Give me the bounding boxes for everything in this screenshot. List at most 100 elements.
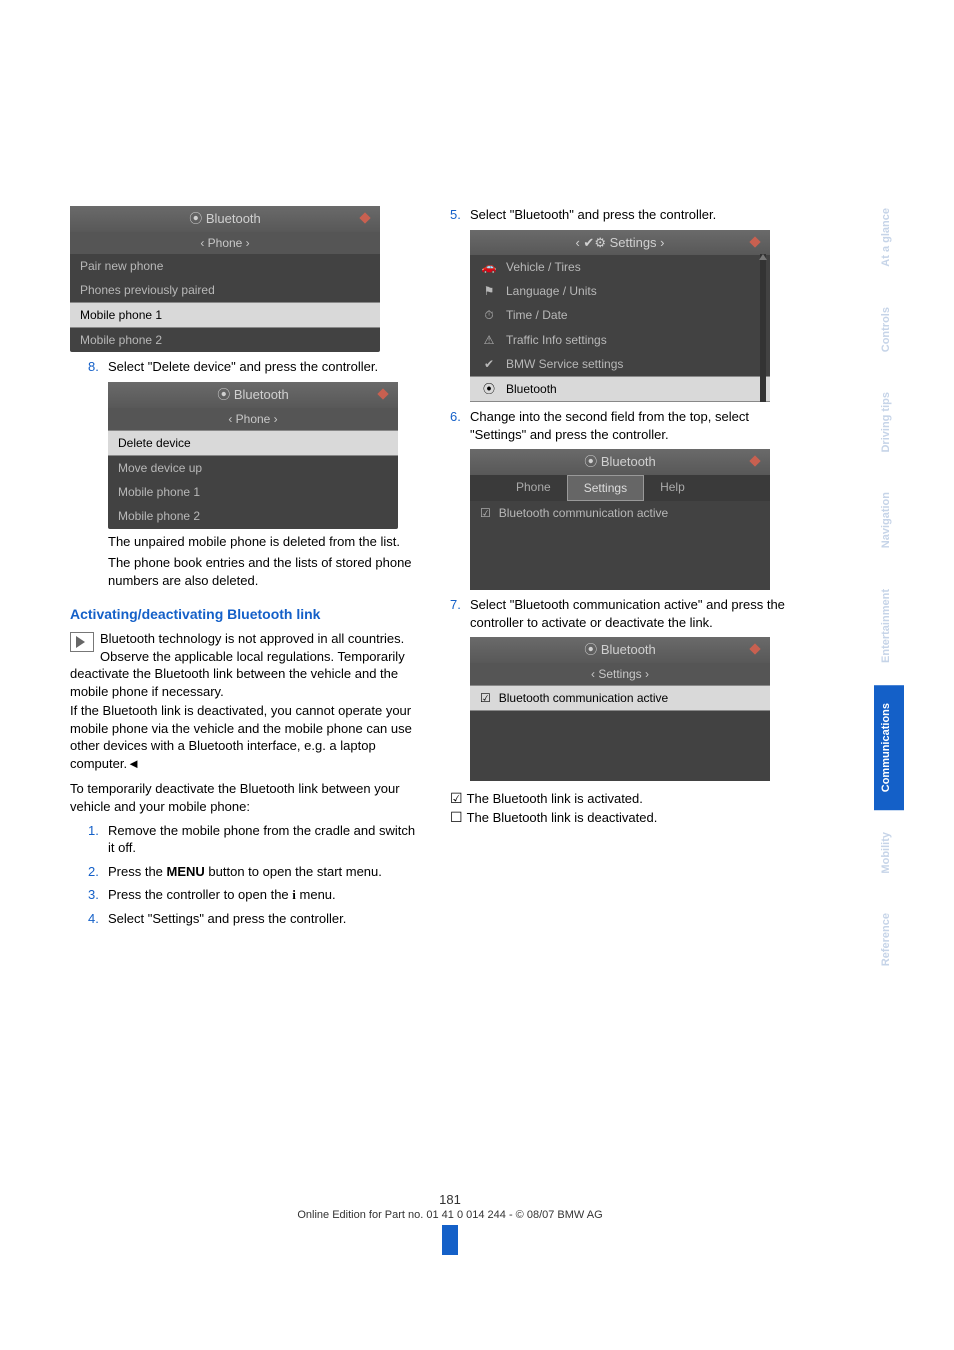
screen-row: ✔ BMW Service settings: [470, 352, 770, 376]
screen-title: ‹ ✔⚙ Settings ›: [575, 235, 664, 250]
button-label: MENU: [167, 864, 205, 879]
step-number: 5.: [450, 206, 470, 224]
step-number: 7.: [450, 596, 470, 631]
bt-icon: ⦿: [217, 387, 230, 402]
screen-subbar: ‹ Phone ›: [70, 232, 380, 254]
footer-line: Online Edition for Part no. 01 41 0 014 …: [100, 1209, 800, 1221]
paragraph: The unpaired mobile phone is deleted fro…: [108, 533, 420, 551]
note-text: Bluetooth technology is not approved in …: [70, 631, 405, 699]
step: 3. Press the controller to open the i me…: [88, 886, 420, 904]
step: 5. Select "Bluetooth" and press the cont…: [450, 206, 800, 224]
footer-bar: [442, 1225, 458, 1255]
screen-title: Bluetooth: [234, 387, 289, 402]
unchecked-icon: [450, 810, 467, 825]
screen-title: Bluetooth: [601, 642, 656, 657]
flag-icon: ⚑: [480, 283, 498, 299]
row-label: Vehicle / Tires: [506, 259, 581, 275]
step-text: Select "Delete device" and press the con…: [108, 358, 420, 376]
text: Press the: [108, 864, 167, 879]
row-label: Traffic Info settings: [506, 332, 607, 348]
step-number: 3.: [88, 886, 108, 904]
screen-subbar: ‹ Settings ›: [470, 663, 770, 685]
screen-title: Bluetooth: [206, 211, 261, 226]
idrive-screenshot: ⦿ Bluetooth ‹ Settings › ☑ Bluetooth com…: [470, 637, 800, 781]
screen-row: Mobile phone 2: [70, 328, 380, 352]
tab-help: Help: [644, 475, 701, 501]
tab-settings: Settings: [567, 475, 644, 501]
bt-icon: ⦿: [480, 381, 498, 397]
side-tab-communications[interactable]: Communications: [874, 685, 904, 810]
screen-row-selected: Mobile phone 1: [70, 302, 380, 328]
bt-icon: ⦿: [584, 642, 597, 657]
step: 6. Change into the second field from the…: [450, 408, 800, 443]
step-text: Remove the mobile phone from the cradle …: [108, 822, 420, 857]
left-column: ⦿ Bluetooth ‹ Phone › Pair new phone Pho…: [70, 200, 420, 933]
diamond-icon: [748, 454, 762, 468]
step-number: 1.: [88, 822, 108, 857]
side-tab-mobility[interactable]: Mobility: [874, 814, 904, 892]
idrive-screenshot: ⦿ Bluetooth ‹ Phone › Pair new phone Pho…: [70, 206, 420, 352]
row-label: Bluetooth communication active: [499, 505, 668, 521]
screen-row: Pair new phone: [70, 254, 380, 278]
service-icon: ✔: [480, 356, 498, 372]
side-tab-driving-tips[interactable]: Driving tips: [874, 374, 904, 471]
vehicle-icon: 🚗: [480, 259, 498, 275]
row-label: Bluetooth: [506, 381, 557, 397]
page: ⦿ Bluetooth ‹ Phone › Pair new phone Pho…: [0, 0, 954, 1350]
side-tab-reference[interactable]: Reference: [874, 895, 904, 984]
screen-row: ☑ Bluetooth communication active: [470, 501, 770, 525]
legend-item: The Bluetooth link is activated.: [450, 789, 800, 808]
blank-area: [470, 711, 770, 781]
step-number: 4.: [88, 910, 108, 928]
side-tab-entertainment[interactable]: Entertainment: [874, 571, 904, 681]
row-label: BMW Service settings: [506, 356, 623, 372]
note-block: Bluetooth technology is not approved in …: [70, 630, 420, 700]
screen-row-selected: ☑ Bluetooth communication active: [470, 685, 770, 711]
paragraph: The phone book entries and the lists of …: [108, 554, 420, 589]
legend-item: The Bluetooth link is deactivated.: [450, 808, 800, 827]
text: menu.: [296, 887, 336, 902]
idrive-screenshot: ‹ ✔⚙ Settings › 🚗 Vehicle / Tires ⚑ Langua…: [470, 230, 800, 403]
screen-subbar: ‹ Phone ›: [108, 408, 398, 430]
step-number: 8.: [88, 358, 108, 376]
text: button to open the start menu.: [205, 864, 382, 879]
step: 7. Select "Bluetooth communication activ…: [450, 596, 800, 631]
screen-row-selected: Delete device: [108, 430, 398, 456]
step-number: 2.: [88, 863, 108, 881]
step-text: Change into the second field from the to…: [470, 408, 800, 443]
side-tab-navigation[interactable]: Navigation: [874, 474, 904, 566]
checkbox-icon: ☑: [480, 690, 491, 706]
right-column: 5. Select "Bluetooth" and press the cont…: [450, 200, 800, 933]
screen-row: 🚗 Vehicle / Tires: [470, 255, 770, 279]
idrive-screenshot: ⦿ Bluetooth ‹ Phone › Delete device Move…: [108, 382, 420, 528]
legend-text: The Bluetooth link is deactivated.: [467, 810, 658, 825]
side-nav: At a glance Controls Driving tips Naviga…: [874, 190, 904, 989]
text: Press the controller to open the: [108, 887, 292, 902]
step: 8. Select "Delete device" and press the …: [88, 358, 420, 376]
screen-row: ⚑ Language / Units: [470, 279, 770, 303]
section-heading: Activating/deactivating Bluetooth link: [70, 605, 420, 624]
bt-icon: ⦿: [189, 211, 202, 226]
page-footer: 181 Online Edition for Part no. 01 41 0 …: [100, 1192, 800, 1255]
step-text: Press the controller to open the i menu.: [108, 886, 420, 904]
checkbox-icon: ☑: [480, 505, 491, 521]
checked-icon: [450, 791, 467, 806]
note-icon: [70, 632, 94, 652]
scroll-indicator: [760, 254, 766, 403]
step-text: Press the MENU button to open the start …: [108, 863, 420, 881]
row-label: Bluetooth communication active: [499, 690, 668, 706]
step-text: Select "Settings" and press the controll…: [108, 910, 420, 928]
side-tab-at-a-glance[interactable]: At a glance: [874, 190, 904, 285]
screen-row: ⏱Time / Date: [470, 303, 770, 327]
step: 2. Press the MENU button to open the sta…: [88, 863, 420, 881]
side-tab-controls[interactable]: Controls: [874, 289, 904, 370]
row-label: Language / Units: [506, 283, 597, 299]
screen-row-selected: ⦿ Bluetooth: [470, 376, 770, 402]
screen-row: Move device up: [108, 456, 398, 480]
step-text: Select "Bluetooth" and press the control…: [470, 206, 800, 224]
paragraph: If the Bluetooth link is deactivated, yo…: [70, 702, 420, 772]
screen-row: Mobile phone 1: [108, 480, 398, 504]
tab-bar: Phone Settings Help: [470, 475, 770, 501]
idrive-screenshot: ⦿ Bluetooth Phone Settings Help ☑ Blueto…: [470, 449, 800, 590]
clock-icon: ⏱: [480, 307, 498, 323]
